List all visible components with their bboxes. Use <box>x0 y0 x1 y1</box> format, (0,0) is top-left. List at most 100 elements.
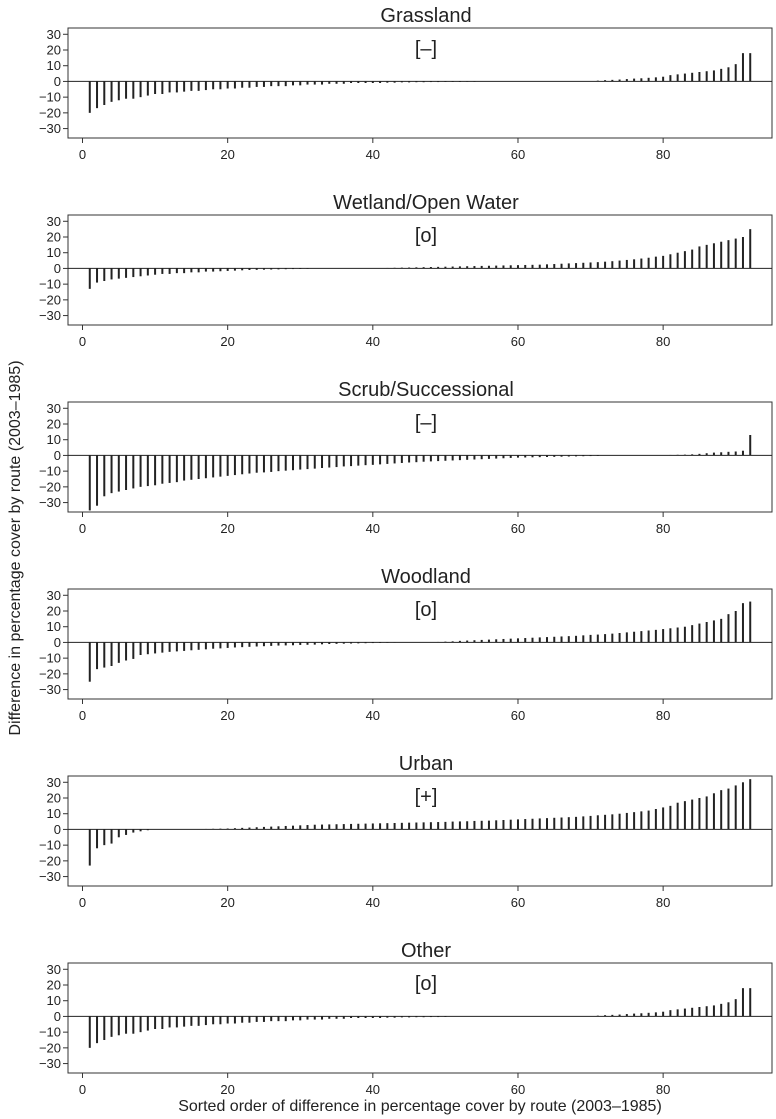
y-tick-label: 20 <box>47 791 61 806</box>
x-tick-label: 80 <box>656 147 670 162</box>
x-tick-label: 60 <box>511 895 525 910</box>
plot-frame <box>67 27 773 139</box>
panel-annotation: [o] <box>415 973 437 995</box>
y-tick-label: −10 <box>39 651 61 666</box>
y-tick-label: −20 <box>39 666 61 681</box>
plot-frame <box>67 588 773 700</box>
x-tick-label: 80 <box>656 521 670 536</box>
y-tick-label: 0 <box>54 74 61 89</box>
y-tick-label: 20 <box>47 978 61 993</box>
x-tick-label: 20 <box>220 334 234 349</box>
panel-annotation: [o] <box>415 599 437 621</box>
x-tick-label: 0 <box>79 895 86 910</box>
y-tick-label: −20 <box>39 105 61 120</box>
y-tick-label: 0 <box>54 261 61 276</box>
x-tick-label: 0 <box>79 334 86 349</box>
x-tick-label: 20 <box>220 147 234 162</box>
y-tick-label: −10 <box>39 1025 61 1040</box>
y-tick-label: 30 <box>47 775 61 790</box>
y-tick-label: −20 <box>39 853 61 868</box>
x-tick-label: 20 <box>220 521 234 536</box>
y-tick-label: −30 <box>39 308 61 323</box>
y-tick-label: 0 <box>54 635 61 650</box>
x-tick-label: 60 <box>511 521 525 536</box>
x-tick-label: 60 <box>511 147 525 162</box>
y-tick-label: 0 <box>54 822 61 837</box>
x-tick-label: 80 <box>656 1082 670 1097</box>
x-tick-label: 0 <box>79 521 86 536</box>
x-tick-label: 0 <box>79 708 86 723</box>
x-axis-label: Sorted order of difference in percentage… <box>178 1098 662 1115</box>
panel-annotation: [o] <box>415 225 437 247</box>
y-tick-label: 20 <box>47 417 61 432</box>
y-tick-label: 20 <box>47 43 61 58</box>
x-tick-label: 20 <box>220 1082 234 1097</box>
y-tick-label: 0 <box>54 1009 61 1024</box>
x-tick-label: 0 <box>79 147 86 162</box>
plot-frame <box>67 962 773 1074</box>
y-tick-label: −20 <box>39 292 61 307</box>
y-tick-label: 0 <box>54 448 61 463</box>
y-tick-label: −30 <box>39 121 61 136</box>
panel-title: Urban <box>399 753 453 775</box>
panel-title: Grassland <box>380 5 471 27</box>
y-tick-label: −10 <box>39 838 61 853</box>
x-tick-label: 80 <box>656 708 670 723</box>
panel-title: Wetland/Open Water <box>333 192 519 214</box>
x-tick-label: 40 <box>366 708 380 723</box>
y-tick-label: 30 <box>47 962 61 977</box>
y-tick-label: 30 <box>47 401 61 416</box>
y-tick-label: 10 <box>47 245 61 260</box>
x-tick-label: 40 <box>366 334 380 349</box>
x-tick-label: 20 <box>220 895 234 910</box>
x-tick-label: 20 <box>220 708 234 723</box>
y-tick-label: −30 <box>39 682 61 697</box>
y-tick-label: 10 <box>47 58 61 73</box>
plot-frame <box>67 401 773 513</box>
y-tick-label: −30 <box>39 1056 61 1071</box>
panel-title: Scrub/Successional <box>338 379 514 401</box>
plot-frame <box>67 775 773 887</box>
panel-title: Woodland <box>381 566 471 588</box>
y-tick-label: 10 <box>47 432 61 447</box>
x-tick-label: 40 <box>366 147 380 162</box>
x-tick-label: 40 <box>366 521 380 536</box>
y-tick-label: −10 <box>39 277 61 292</box>
y-tick-label: 30 <box>47 27 61 42</box>
y-tick-label: −30 <box>39 869 61 884</box>
y-tick-label: 20 <box>47 230 61 245</box>
y-tick-label: 10 <box>47 806 61 821</box>
y-tick-label: 30 <box>47 588 61 603</box>
y-axis-label: Difference in percentage cover by route … <box>7 360 24 735</box>
x-tick-label: 60 <box>511 708 525 723</box>
plot-frame <box>67 214 773 326</box>
y-tick-label: −20 <box>39 479 61 494</box>
x-tick-label: 80 <box>656 895 670 910</box>
panel-title: Other <box>401 940 451 962</box>
y-tick-label: 10 <box>47 993 61 1008</box>
panel-annotation: [+] <box>415 786 438 808</box>
y-tick-label: 20 <box>47 604 61 619</box>
y-tick-label: 30 <box>47 214 61 229</box>
x-tick-label: 40 <box>366 895 380 910</box>
x-tick-label: 0 <box>79 1082 86 1097</box>
x-tick-label: 60 <box>511 1082 525 1097</box>
y-tick-label: 10 <box>47 619 61 634</box>
y-tick-label: −10 <box>39 90 61 105</box>
y-tick-label: −30 <box>39 495 61 510</box>
x-tick-label: 80 <box>656 334 670 349</box>
x-tick-label: 60 <box>511 334 525 349</box>
x-tick-label: 40 <box>366 1082 380 1097</box>
y-tick-label: −20 <box>39 1040 61 1055</box>
panel-annotation: [–] <box>415 412 437 434</box>
panel-annotation: [–] <box>415 38 437 60</box>
y-tick-label: −10 <box>39 464 61 479</box>
